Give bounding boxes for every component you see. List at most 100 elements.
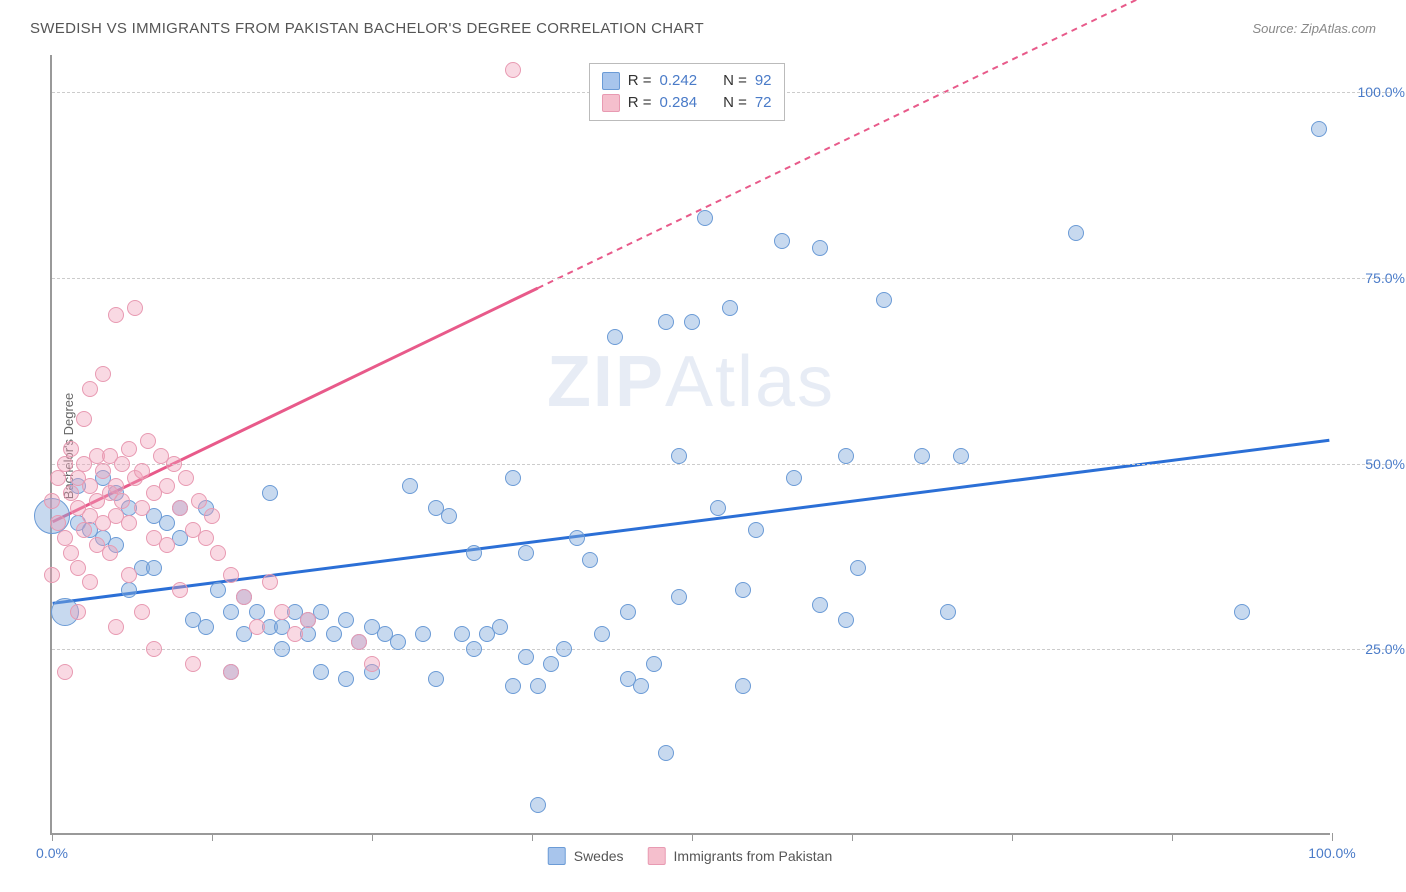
- xtick: [852, 833, 853, 841]
- data-point-pakistan: [114, 456, 130, 472]
- data-point-pakistan: [351, 634, 367, 650]
- data-point-swedes: [671, 589, 687, 605]
- data-point-swedes: [121, 582, 137, 598]
- data-point-swedes: [953, 448, 969, 464]
- data-point-pakistan: [82, 574, 98, 590]
- data-point-swedes: [505, 470, 521, 486]
- data-point-swedes: [646, 656, 662, 672]
- trend-lines: [52, 55, 1330, 833]
- data-point-swedes: [735, 582, 751, 598]
- data-point-swedes: [774, 233, 790, 249]
- xtick: [692, 833, 693, 841]
- data-point-pakistan: [121, 515, 137, 531]
- data-point-pakistan: [140, 433, 156, 449]
- data-point-swedes: [441, 508, 457, 524]
- data-point-pakistan: [44, 493, 60, 509]
- data-point-swedes: [262, 485, 278, 501]
- data-point-pakistan: [114, 493, 130, 509]
- stats-legend: R =0.242N =92R =0.284N =72: [589, 63, 785, 121]
- data-point-swedes: [1234, 604, 1250, 620]
- data-point-swedes: [402, 478, 418, 494]
- chart-area: ZIPAtlas 25.0%50.0%75.0%100.0%0.0%100.0%…: [50, 55, 1330, 835]
- legend-item: Swedes: [548, 847, 624, 865]
- r-label: R =: [628, 72, 652, 89]
- data-point-pakistan: [82, 478, 98, 494]
- data-point-pakistan: [198, 530, 214, 546]
- data-point-swedes: [633, 678, 649, 694]
- watermark: ZIPAtlas: [547, 341, 835, 423]
- data-point-pakistan: [121, 567, 137, 583]
- data-point-swedes: [812, 597, 828, 613]
- data-point-swedes: [505, 678, 521, 694]
- data-point-swedes: [159, 515, 175, 531]
- data-point-swedes: [556, 641, 572, 657]
- data-point-pakistan: [63, 485, 79, 501]
- data-point-pakistan: [76, 522, 92, 538]
- data-point-swedes: [466, 641, 482, 657]
- data-point-pakistan: [57, 530, 73, 546]
- data-point-pakistan: [287, 626, 303, 642]
- trendline-pakistan: [53, 288, 538, 522]
- xtick: [52, 833, 53, 841]
- data-point-swedes: [313, 664, 329, 680]
- xtick: [532, 833, 533, 841]
- bottom-legend: Swedes Immigrants from Pakistan: [548, 847, 833, 865]
- ytick-label: 100.0%: [1358, 84, 1405, 100]
- data-point-pakistan: [44, 567, 60, 583]
- xtick: [1012, 833, 1013, 841]
- data-point-pakistan: [70, 560, 86, 576]
- data-point-swedes: [838, 612, 854, 628]
- data-point-pakistan: [210, 545, 226, 561]
- data-point-pakistan: [223, 567, 239, 583]
- data-point-swedes: [338, 612, 354, 628]
- data-point-swedes: [812, 240, 828, 256]
- data-point-pakistan: [95, 366, 111, 382]
- data-point-pakistan: [63, 545, 79, 561]
- data-point-pakistan: [134, 463, 150, 479]
- data-point-swedes: [198, 619, 214, 635]
- watermark-light: Atlas: [665, 342, 835, 422]
- trendline-swedes: [53, 440, 1330, 603]
- watermark-bold: ZIP: [547, 342, 665, 422]
- gridline: [52, 278, 1390, 279]
- data-point-swedes: [735, 678, 751, 694]
- data-point-pakistan: [262, 574, 278, 590]
- data-point-swedes: [146, 560, 162, 576]
- data-point-pakistan: [108, 307, 124, 323]
- n-value: 92: [755, 72, 772, 89]
- n-value: 72: [755, 94, 772, 111]
- data-point-swedes: [594, 626, 610, 642]
- data-point-pakistan: [134, 604, 150, 620]
- legend-label: Immigrants from Pakistan: [674, 848, 833, 864]
- data-point-swedes: [1068, 225, 1084, 241]
- data-point-swedes: [518, 649, 534, 665]
- n-label: N =: [723, 94, 747, 111]
- data-point-swedes: [274, 641, 290, 657]
- data-point-pakistan: [63, 441, 79, 457]
- data-point-pakistan: [50, 470, 66, 486]
- data-point-swedes: [684, 314, 700, 330]
- data-point-pakistan: [70, 604, 86, 620]
- data-point-pakistan: [57, 456, 73, 472]
- r-label: R =: [628, 94, 652, 111]
- data-point-swedes: [338, 671, 354, 687]
- data-point-swedes: [582, 552, 598, 568]
- xtick: [1172, 833, 1173, 841]
- data-point-swedes: [223, 604, 239, 620]
- data-point-pakistan: [95, 463, 111, 479]
- data-point-swedes: [326, 626, 342, 642]
- data-point-pakistan: [50, 515, 66, 531]
- r-value: 0.284: [660, 94, 698, 111]
- data-point-swedes: [658, 745, 674, 761]
- r-value: 0.242: [660, 72, 698, 89]
- data-point-swedes: [530, 678, 546, 694]
- legend-swatch: [548, 847, 566, 865]
- data-point-pakistan: [191, 493, 207, 509]
- data-point-pakistan: [159, 537, 175, 553]
- chart-title: SWEDISH VS IMMIGRANTS FROM PAKISTAN BACH…: [30, 20, 704, 37]
- data-point-pakistan: [249, 619, 265, 635]
- data-point-pakistan: [134, 500, 150, 516]
- data-point-pakistan: [274, 604, 290, 620]
- data-point-swedes: [748, 522, 764, 538]
- data-point-pakistan: [82, 381, 98, 397]
